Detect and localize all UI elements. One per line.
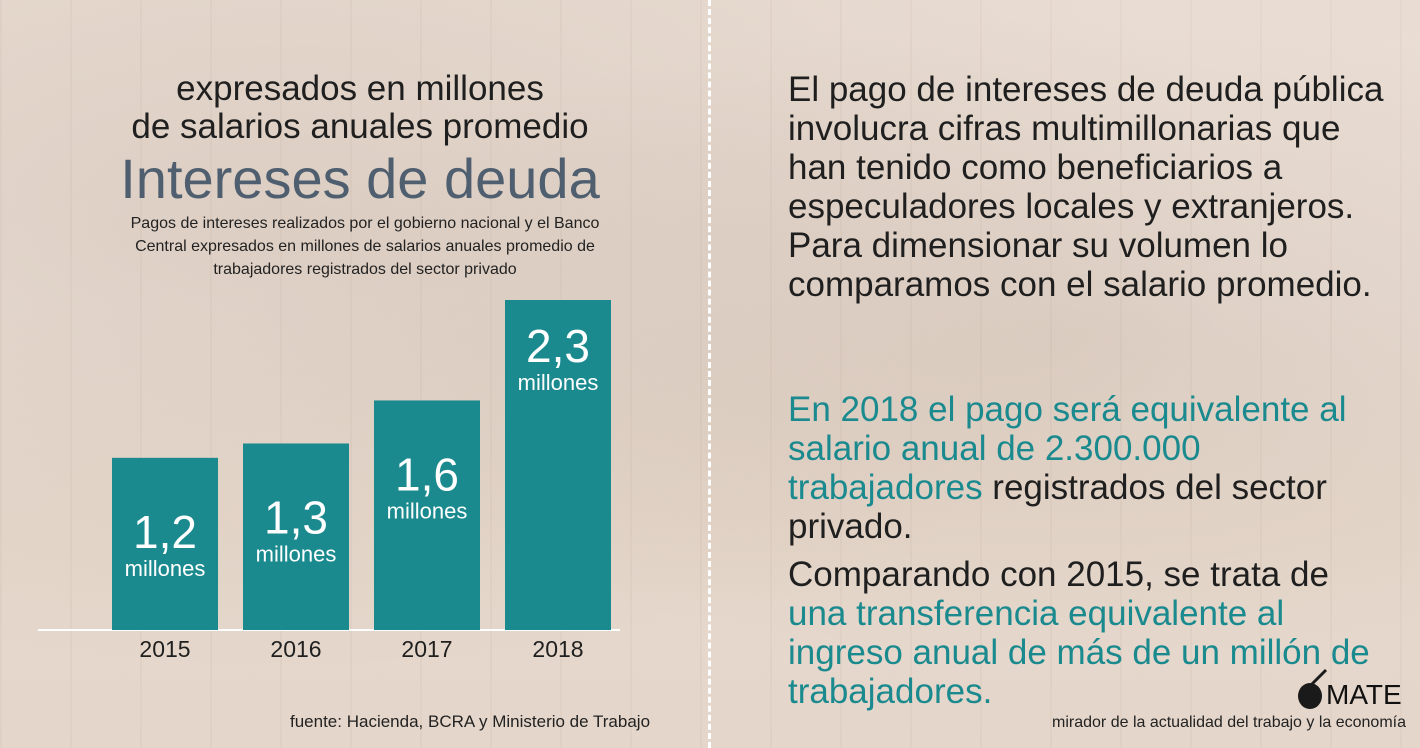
highlight-2018: En 2018 el pago será equivalente al sala… <box>788 390 1347 507</box>
x-tick-label: 2018 <box>532 636 583 662</box>
dashed-divider <box>708 0 711 748</box>
x-tick-label: 2015 <box>139 636 190 662</box>
bar-value-label: 1,3 <box>264 491 328 543</box>
highlight-comparison: una transferencia equivalente al ingreso… <box>788 594 1370 711</box>
paragraph-intro: El pago de intereses de deuda pública in… <box>788 70 1384 304</box>
paragraph-comparison-start: Comparando con 2015, se trata de <box>788 555 1329 594</box>
logo-text: MATE <box>1326 679 1402 710</box>
bar-chart: 1,2millones20151,3millones20161,6millone… <box>38 300 620 662</box>
x-tick-label: 2016 <box>270 636 321 662</box>
bar-unit-label: millones <box>125 556 206 581</box>
subtitle-line-1: expresados en millones <box>176 69 544 108</box>
bar-unit-label: millones <box>387 498 468 523</box>
bar-value-label: 1,6 <box>395 448 459 500</box>
paragraph-2018: En 2018 el pago será equivalente al sala… <box>788 390 1388 546</box>
bar-unit-label: millones <box>256 541 337 566</box>
source-note: fuente: Hacienda, BCRA y Ministerio de T… <box>290 712 651 731</box>
tagline: mirador de la actualidad del trabajo y l… <box>1052 714 1406 731</box>
bar-unit-label: millones <box>518 370 599 395</box>
x-tick-label: 2017 <box>401 636 452 662</box>
chart-description: Pagos de intereses realizados por el gob… <box>130 215 600 278</box>
paragraph-2018-rest: registrados del sector privado. <box>788 468 1327 546</box>
chart-title: Intereses de deuda <box>120 147 600 210</box>
mate-gourd-icon <box>1298 668 1328 709</box>
bar-2017 <box>374 400 480 630</box>
bar-value-label: 2,3 <box>526 320 590 372</box>
subtitle-line-2: de salarios anuales promedio <box>131 107 589 146</box>
bar-value-label: 1,2 <box>133 506 197 558</box>
bar-2016 <box>243 443 349 630</box>
bar-2018 <box>505 300 611 630</box>
paragraph-comparison: Comparando con 2015, se trata de una tra… <box>788 555 1388 711</box>
bar-2015 <box>112 457 218 630</box>
chart-subtitle: expresados en millones de salarios anual… <box>60 70 660 146</box>
